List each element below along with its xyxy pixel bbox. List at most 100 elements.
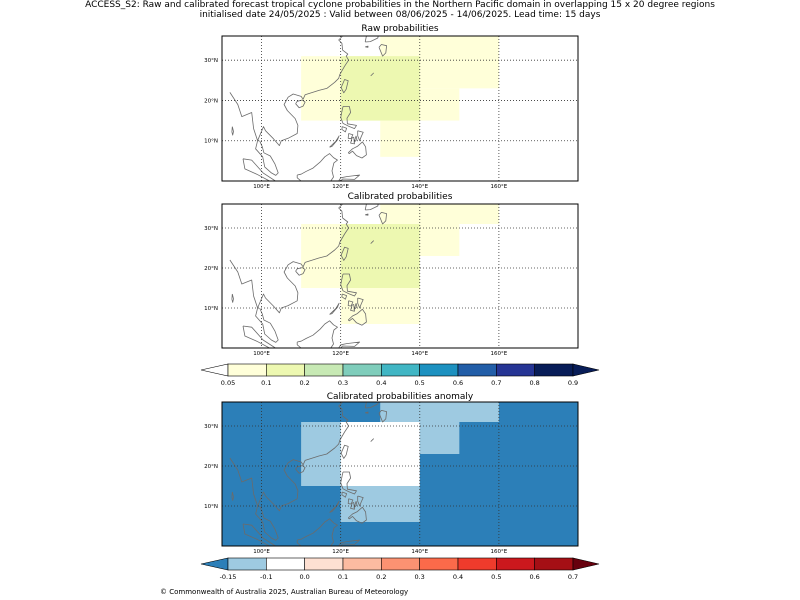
coastline: [364, 204, 379, 211]
coastline: [353, 303, 358, 310]
coastline: [357, 130, 364, 142]
coastline: [296, 518, 338, 546]
colorbar-tick-label: 0.7: [568, 573, 578, 581]
y-tick-label: 20°N: [204, 266, 218, 272]
coastline: [347, 141, 367, 159]
colorbar-segment: [266, 363, 305, 377]
colorbar-segment: [304, 363, 344, 377]
coastlines: [229, 36, 387, 181]
coastline: [347, 506, 367, 524]
probability-cell: [301, 224, 341, 288]
coastline: [329, 135, 340, 148]
map-title-raw: Raw probabilities: [361, 24, 439, 34]
colorbar-tick-label: 0.2: [376, 573, 386, 581]
colorbar-tick-label: 0.3: [338, 379, 348, 387]
colorbar-segment: [419, 363, 459, 377]
coastline: [364, 36, 379, 43]
coastline: [364, 402, 379, 409]
y-tick-label: 30°N: [204, 226, 218, 232]
coastline: [370, 72, 374, 77]
map-title-anomaly: Calibrated probabilities anomaly: [326, 392, 474, 402]
map-frame: [221, 35, 579, 182]
coastline: [340, 444, 349, 459]
colorbar-segment: [457, 557, 497, 571]
x-tick-label: 100°E: [253, 549, 270, 555]
coastline: [340, 273, 357, 297]
map-anomaly: 100°E 120°E 140°E 160°E 10°N 20°N 30°N: [204, 401, 579, 555]
coastline: [338, 539, 361, 546]
colorbar-tick-label: 0.4: [376, 379, 386, 387]
x-tick-label: 140°E: [411, 549, 428, 555]
x-tick-label: 120°E: [332, 184, 349, 190]
colorbar-tick-label: 0.0: [299, 573, 309, 581]
colorbar-tick-label: 0.1: [338, 573, 348, 581]
coastline: [341, 491, 347, 498]
coastline: [365, 45, 369, 48]
colorbar-segment: [419, 557, 459, 571]
y-tick-label: 10°N: [204, 504, 218, 510]
y-tick-label: 30°N: [204, 58, 218, 64]
y-tick-label: 10°N: [204, 139, 218, 145]
colorbar-segment: [227, 363, 267, 377]
coastline: [347, 498, 354, 505]
coastline: [295, 465, 306, 474]
coastline: [347, 300, 354, 307]
map-title-calibrated: Calibrated probabilities: [347, 192, 453, 202]
coastline: [255, 505, 279, 541]
colorbar-probabilities: 0.05 0.1 0.2 0.3 0.4 0.5 0.6 0.7 0.8 0.9: [200, 363, 600, 387]
coastline: [340, 246, 349, 261]
colorbar-tick-label: 0.4: [453, 573, 463, 581]
colorbar-segment: [227, 557, 267, 571]
coastline: [370, 438, 374, 442]
probability-cell: [419, 422, 460, 454]
probability-cell: [380, 402, 499, 422]
colorbar-segment: [496, 363, 535, 377]
coastline: [340, 106, 357, 129]
colorbar-tick-label: 0.6: [453, 379, 463, 387]
coastline: [340, 79, 349, 94]
coastline: [340, 471, 357, 495]
coastline: [357, 495, 364, 507]
colorbar-tick-label: 0.8: [529, 379, 539, 387]
x-tick-label: 160°E: [491, 351, 508, 357]
x-tick-label: 140°E: [411, 184, 428, 190]
colorbar-extension-left: [200, 557, 229, 571]
coastline: [365, 213, 369, 216]
probability-cell: [419, 224, 460, 256]
probability-cell: [340, 56, 420, 121]
colorbar-segment: [534, 363, 574, 377]
coastline: [341, 126, 347, 133]
map-raw: 100°E 120°E 140°E 160°E 10°N 20°N 30°N: [204, 35, 579, 190]
copyright-footer: © Commonwealth of Australia 2025, Austra…: [160, 588, 409, 596]
colorbar-segment: [342, 557, 382, 571]
colorbar-tick-label: 0.6: [529, 573, 539, 581]
x-tick-label: 100°E: [253, 184, 270, 190]
coastline: [229, 204, 349, 314]
coastline: [255, 307, 279, 343]
colorbar-tick-label: 0.2: [299, 379, 309, 387]
coastline: [242, 325, 276, 348]
x-tick-label: 100°E: [253, 351, 270, 357]
colorbar-extension-left: [200, 363, 229, 377]
colorbar-segment: [534, 557, 574, 571]
map-frame: [221, 203, 579, 349]
colorbar-tick-label: 0.5: [414, 379, 424, 387]
colorbar-tick-label: -0.1: [260, 573, 273, 581]
probability-cell: [340, 224, 420, 288]
colorbar-tick-label: 0.3: [414, 573, 424, 581]
coastline: [295, 267, 306, 276]
x-tick-label: 140°E: [411, 351, 428, 357]
y-tick-label: 20°N: [204, 464, 218, 470]
x-tick-label: 120°E: [332, 549, 349, 555]
coastline: [329, 302, 340, 315]
colorbar-segment: [381, 363, 420, 377]
probability-cell: [301, 422, 341, 486]
probability-cell: [380, 120, 420, 157]
coastline: [295, 99, 306, 109]
colorbar-tick-label: 0.05: [221, 379, 235, 387]
y-tick-label: 30°N: [204, 424, 218, 430]
probability-cell: [340, 422, 420, 486]
coastline: [347, 133, 354, 140]
colorbar-segment: [381, 557, 420, 571]
